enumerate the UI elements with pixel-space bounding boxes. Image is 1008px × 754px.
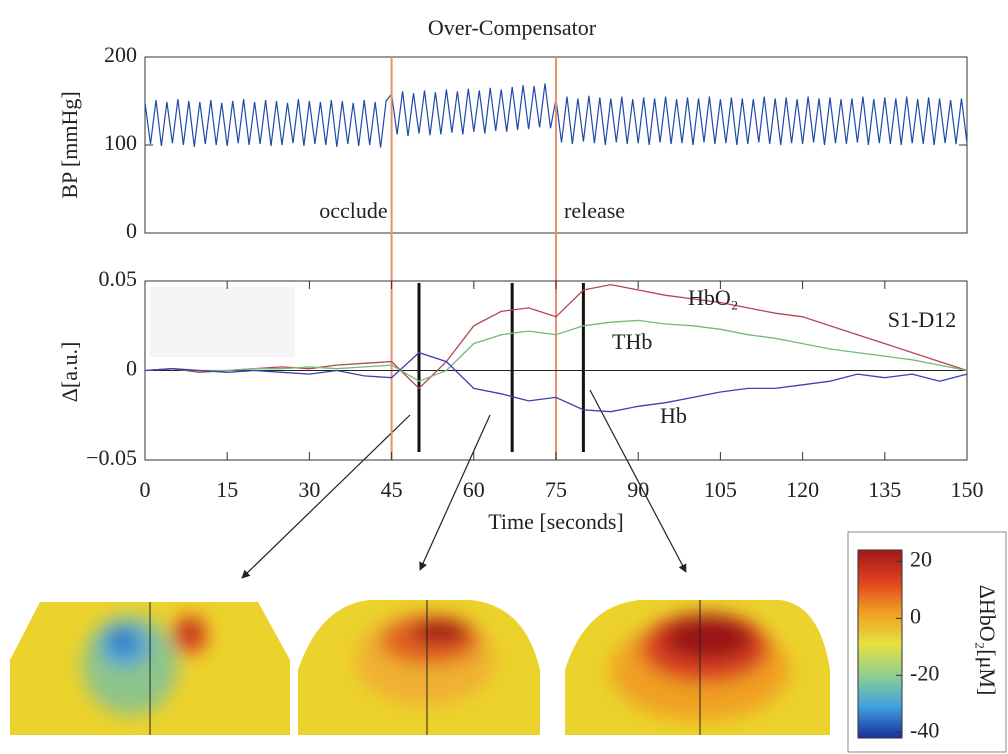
y-tick-label: 100 <box>104 130 137 155</box>
series-label: HbO₂ <box>688 285 738 310</box>
colorbar-tick-label: 20 <box>910 546 932 571</box>
x-tick-label: 90 <box>627 477 649 502</box>
x-tick-label: 45 <box>381 477 403 502</box>
x-tick-label: 120 <box>786 477 819 502</box>
y-tick-label: 0 <box>126 218 137 243</box>
event-label: occlude <box>319 198 387 223</box>
brain-map <box>565 600 830 735</box>
brain-map <box>10 602 290 735</box>
x-tick-label: 135 <box>868 477 901 502</box>
y-tick-label: 0 <box>126 356 137 381</box>
brain-map <box>298 600 540 735</box>
colorbar-tick-label: 0 <box>910 603 921 628</box>
series-label: THb <box>612 329 652 354</box>
series-line <box>144 319 968 382</box>
colorbar-frame <box>847 531 1007 753</box>
x-tick-label: 150 <box>951 477 984 502</box>
y-tick-label: −0.05 <box>86 445 137 470</box>
colorbar <box>857 549 903 739</box>
y-tick-label: 0.05 <box>99 266 138 291</box>
x-tick-label: 105 <box>704 477 737 502</box>
y-axis-label: BP [mmHg] <box>57 91 82 198</box>
y-tick-label: 200 <box>104 42 137 67</box>
arrows <box>241 389 687 579</box>
colorbar-tick-label: -20 <box>910 660 939 685</box>
x-tick-label: 60 <box>463 477 485 502</box>
x-tick-label: 75 <box>545 477 567 502</box>
x-tick-label: 15 <box>216 477 238 502</box>
series-line <box>144 283 968 390</box>
y-axis-label: Δ[a.u.] <box>57 342 82 403</box>
chart-title: Over-Compensator <box>428 15 597 40</box>
x-tick-label: 30 <box>298 477 320 502</box>
colorbar-label: ΔHbO₂[μM] <box>975 585 1000 696</box>
annotation: S1-D12 <box>888 307 956 332</box>
colorbar-tick-label: -40 <box>910 717 939 742</box>
event-label: release <box>564 198 625 223</box>
inset-blank <box>150 287 295 357</box>
series-line <box>144 351 968 413</box>
x-tick-label: 0 <box>140 477 151 502</box>
x-axis-label: Time [seconds] <box>488 509 623 534</box>
series-label: Hb <box>660 403 687 428</box>
